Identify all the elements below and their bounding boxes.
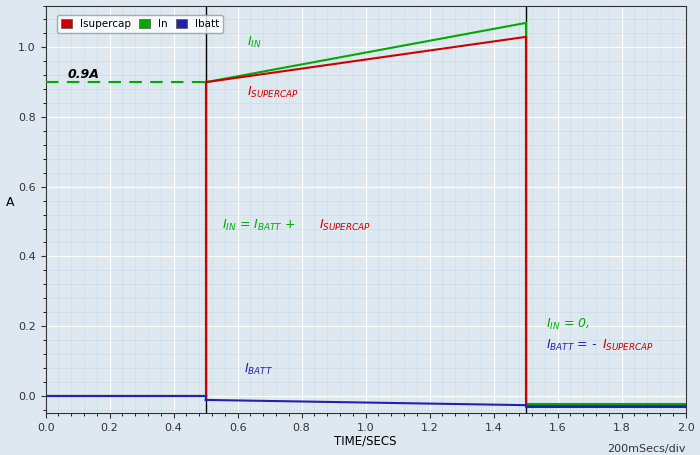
X-axis label: TIME/SECS: TIME/SECS [335, 434, 397, 447]
Text: $I_{BATT}$ = -: $I_{BATT}$ = - [547, 338, 598, 353]
Text: 0.9A: 0.9A [68, 68, 100, 81]
Text: 200mSecs/div: 200mSecs/div [607, 444, 685, 454]
Text: $I_{SUPERCAP}$: $I_{SUPERCAP}$ [247, 85, 299, 100]
Legend: Isupercap, In, Ibatt: Isupercap, In, Ibatt [57, 15, 223, 33]
Text: $I_{SUPERCAP}$: $I_{SUPERCAP}$ [319, 217, 371, 233]
Text: $I_{IN}$: $I_{IN}$ [247, 35, 262, 50]
Y-axis label: A: A [6, 197, 14, 209]
Text: $I_{IN}$ = $I_{BATT}$ +: $I_{IN}$ = $I_{BATT}$ + [222, 217, 296, 233]
Text: $I_{BATT}$: $I_{BATT}$ [244, 362, 273, 377]
Text: $I_{SUPERCAP}$: $I_{SUPERCAP}$ [603, 338, 655, 353]
Text: $I_{IN}$ = 0,: $I_{IN}$ = 0, [547, 317, 590, 332]
